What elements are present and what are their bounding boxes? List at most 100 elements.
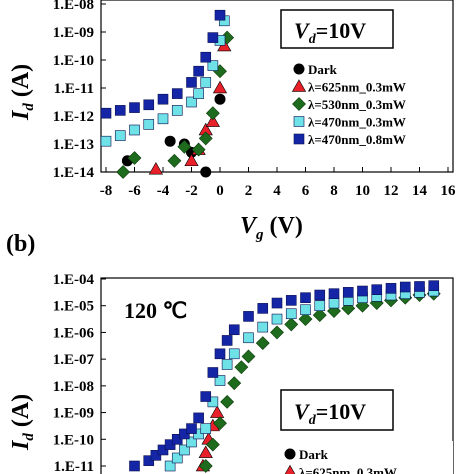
data-point-b bbox=[129, 460, 140, 472]
ytick-label-b: 1.E-05 bbox=[53, 299, 94, 315]
data-point-b bbox=[271, 313, 283, 325]
data-point-b bbox=[221, 335, 233, 346]
xtick-label-a: 2 bbox=[245, 183, 253, 199]
data-point-b bbox=[227, 376, 242, 391]
vd-label-a: Vd=10V bbox=[294, 18, 366, 47]
ytick-label-b: 1.E-07 bbox=[53, 352, 95, 368]
legend-label-b: Dark bbox=[299, 447, 329, 462]
data-point-a bbox=[177, 139, 192, 154]
data-point-b bbox=[210, 405, 225, 418]
ytick-label-b: 1.E-09 bbox=[53, 406, 94, 422]
data-point-b bbox=[428, 280, 440, 291]
xtick-label-a: 0 bbox=[216, 183, 224, 199]
data-point-b bbox=[193, 428, 204, 440]
data-point-b bbox=[164, 439, 176, 450]
data-point-b bbox=[243, 311, 254, 322]
data-point-a bbox=[200, 77, 212, 88]
data-point-b bbox=[342, 287, 354, 298]
data-point-b bbox=[198, 445, 213, 458]
panel-b: (b) 1.E-04 1.E-05 1.E-06 1.E-07 1.E-08 1.E-09… bbox=[6, 231, 454, 474]
data-point-a bbox=[205, 106, 220, 121]
data-point-b bbox=[214, 375, 226, 386]
data-point-a bbox=[207, 32, 219, 43]
data-point-b bbox=[328, 288, 340, 299]
legend-label-a: λ=530nm_0.3mW bbox=[308, 97, 406, 112]
data-point-a bbox=[143, 99, 155, 111]
data-point-b bbox=[328, 297, 340, 309]
data-point-a bbox=[207, 60, 219, 71]
ytick-label-a: 1.E-13 bbox=[53, 137, 94, 153]
data-point-b bbox=[257, 321, 269, 333]
data-point-a bbox=[200, 51, 212, 63]
panel-a: 1.E-08 1.E-09 1.E-10 1.E-11 1.E-12 1.E-13 1.E-… bbox=[8, 0, 456, 243]
legend-marker-a bbox=[292, 97, 306, 111]
ytick-label-b: 1.E-10 bbox=[53, 432, 94, 448]
data-point-b bbox=[164, 460, 176, 472]
xtick-label-a: -4 bbox=[157, 183, 170, 199]
xtick-label-a: -2 bbox=[185, 183, 198, 199]
data-point-a bbox=[200, 166, 212, 178]
data-point-b bbox=[234, 360, 249, 375]
data-point-a bbox=[186, 96, 197, 108]
data-point-b bbox=[213, 416, 227, 431]
ytick-label-a: 1.E-14 bbox=[53, 165, 95, 181]
xtick-label-a: 6 bbox=[302, 183, 310, 199]
data-point-a bbox=[214, 9, 226, 21]
data-point-b bbox=[357, 285, 368, 297]
data-point-a bbox=[198, 131, 213, 146]
data-point-b bbox=[150, 450, 162, 461]
xtick-label-a: 10 bbox=[355, 183, 370, 199]
data-point-b bbox=[228, 348, 240, 360]
data-point-b bbox=[207, 396, 219, 408]
ytick-label-a: 1.E-08 bbox=[53, 0, 94, 13]
data-point-b bbox=[414, 281, 425, 292]
data-point-a bbox=[114, 130, 126, 141]
data-point-b bbox=[300, 304, 311, 316]
data-point-b bbox=[214, 348, 226, 360]
legend-label-a: λ=470nm_0.3mW bbox=[308, 115, 406, 130]
data-point-b bbox=[312, 308, 327, 322]
ytick-label-a: 1.E-09 bbox=[53, 25, 94, 41]
vd-box-a bbox=[280, 9, 394, 49]
ylabel-a: Id(A) bbox=[8, 64, 37, 121]
ytick-label-a: 1.E-10 bbox=[53, 53, 94, 69]
data-point-b bbox=[157, 444, 169, 456]
data-point-b bbox=[385, 283, 397, 294]
data-point-b bbox=[143, 455, 155, 466]
data-point-a bbox=[129, 102, 140, 113]
vd-box-b bbox=[280, 389, 394, 431]
data-point-a bbox=[164, 135, 176, 147]
data-point-b bbox=[243, 332, 254, 344]
data-point-b bbox=[255, 336, 270, 351]
ytick-label-a: 1.E-12 bbox=[53, 109, 94, 125]
data-point-b bbox=[270, 325, 284, 340]
ytick-label-b: 1.E-08 bbox=[53, 379, 94, 395]
data-point-a bbox=[167, 153, 182, 168]
data-point-a bbox=[193, 88, 204, 99]
data-point-b bbox=[207, 367, 219, 378]
data-point-a bbox=[205, 114, 220, 127]
data-point-a bbox=[214, 93, 226, 105]
data-point-b bbox=[198, 459, 213, 473]
data-point-b bbox=[285, 295, 297, 306]
ytick-label-a: 1.E-11 bbox=[54, 81, 94, 97]
data-point-a bbox=[171, 88, 183, 99]
data-point-b bbox=[314, 300, 326, 312]
data-point-b bbox=[399, 281, 411, 293]
legend-marker-b bbox=[284, 448, 296, 460]
data-point-a bbox=[148, 161, 163, 175]
xtick-label-a: 12 bbox=[384, 183, 399, 199]
data-point-b bbox=[228, 324, 240, 336]
legend-b: Dark λ=625nm_0.3mW bbox=[265, 441, 453, 474]
legend-marker-a bbox=[293, 63, 305, 75]
data-point-b bbox=[200, 423, 212, 434]
ytick-label-b: 1.E-04 bbox=[53, 272, 95, 288]
ytick-label-b: 1.E-11 bbox=[54, 459, 94, 474]
panel-label-b: (b) bbox=[6, 231, 35, 257]
xtick-label-a: 14 bbox=[412, 183, 428, 199]
legend-label-a: λ=470nm_0.8mW bbox=[308, 132, 406, 147]
data-point-a bbox=[193, 65, 204, 77]
data-point-b bbox=[179, 444, 190, 456]
data-point-b bbox=[205, 437, 220, 452]
legend-marker-a bbox=[291, 79, 307, 92]
